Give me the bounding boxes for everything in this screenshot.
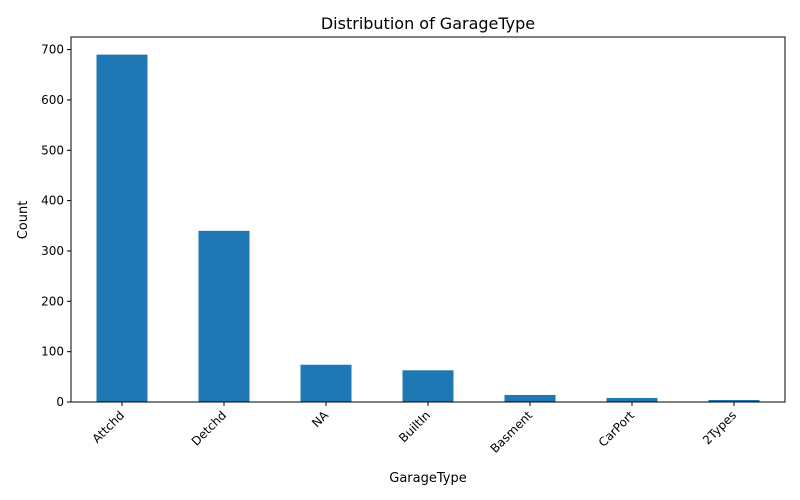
y-axis-label: Count	[16, 201, 31, 240]
bar-basment	[504, 394, 556, 402]
x-tick-label: CarPort	[596, 408, 638, 450]
y-tick-label: 600	[41, 93, 64, 107]
y-tick-label: 100	[41, 345, 64, 359]
y-axis: 0 100 200 300 400 500 600 700	[41, 43, 71, 409]
x-tick-label: Attchd	[89, 408, 127, 446]
y-tick-label: 0	[56, 395, 64, 409]
bar-na	[300, 364, 352, 402]
x-tick-label: Basment	[488, 408, 536, 456]
bar-attchd	[96, 54, 148, 402]
x-axis-label: GarageType	[389, 471, 466, 486]
chart-title: Distribution of GarageType	[321, 14, 535, 33]
bar-detchd	[198, 230, 250, 402]
x-tick-label: 2Types	[700, 408, 739, 447]
y-tick-label: 300	[41, 244, 64, 258]
y-tick-label: 700	[41, 43, 64, 57]
y-tick-label: 500	[41, 143, 64, 157]
y-tick-label: 400	[41, 194, 64, 208]
bars-group	[96, 54, 760, 402]
bar-builtin	[402, 370, 454, 402]
x-tick-label: NA	[309, 408, 332, 431]
x-tick-label: Detchd	[189, 408, 229, 448]
x-tick-label: BuiltIn	[396, 408, 433, 445]
bar-2types	[708, 399, 760, 402]
x-axis: Attchd Detchd NA BuiltIn Basment CarPort 2Type…	[89, 402, 739, 456]
plot-frame	[70, 36, 786, 403]
bar-carport	[606, 397, 658, 402]
y-tick-label: 200	[41, 294, 64, 308]
